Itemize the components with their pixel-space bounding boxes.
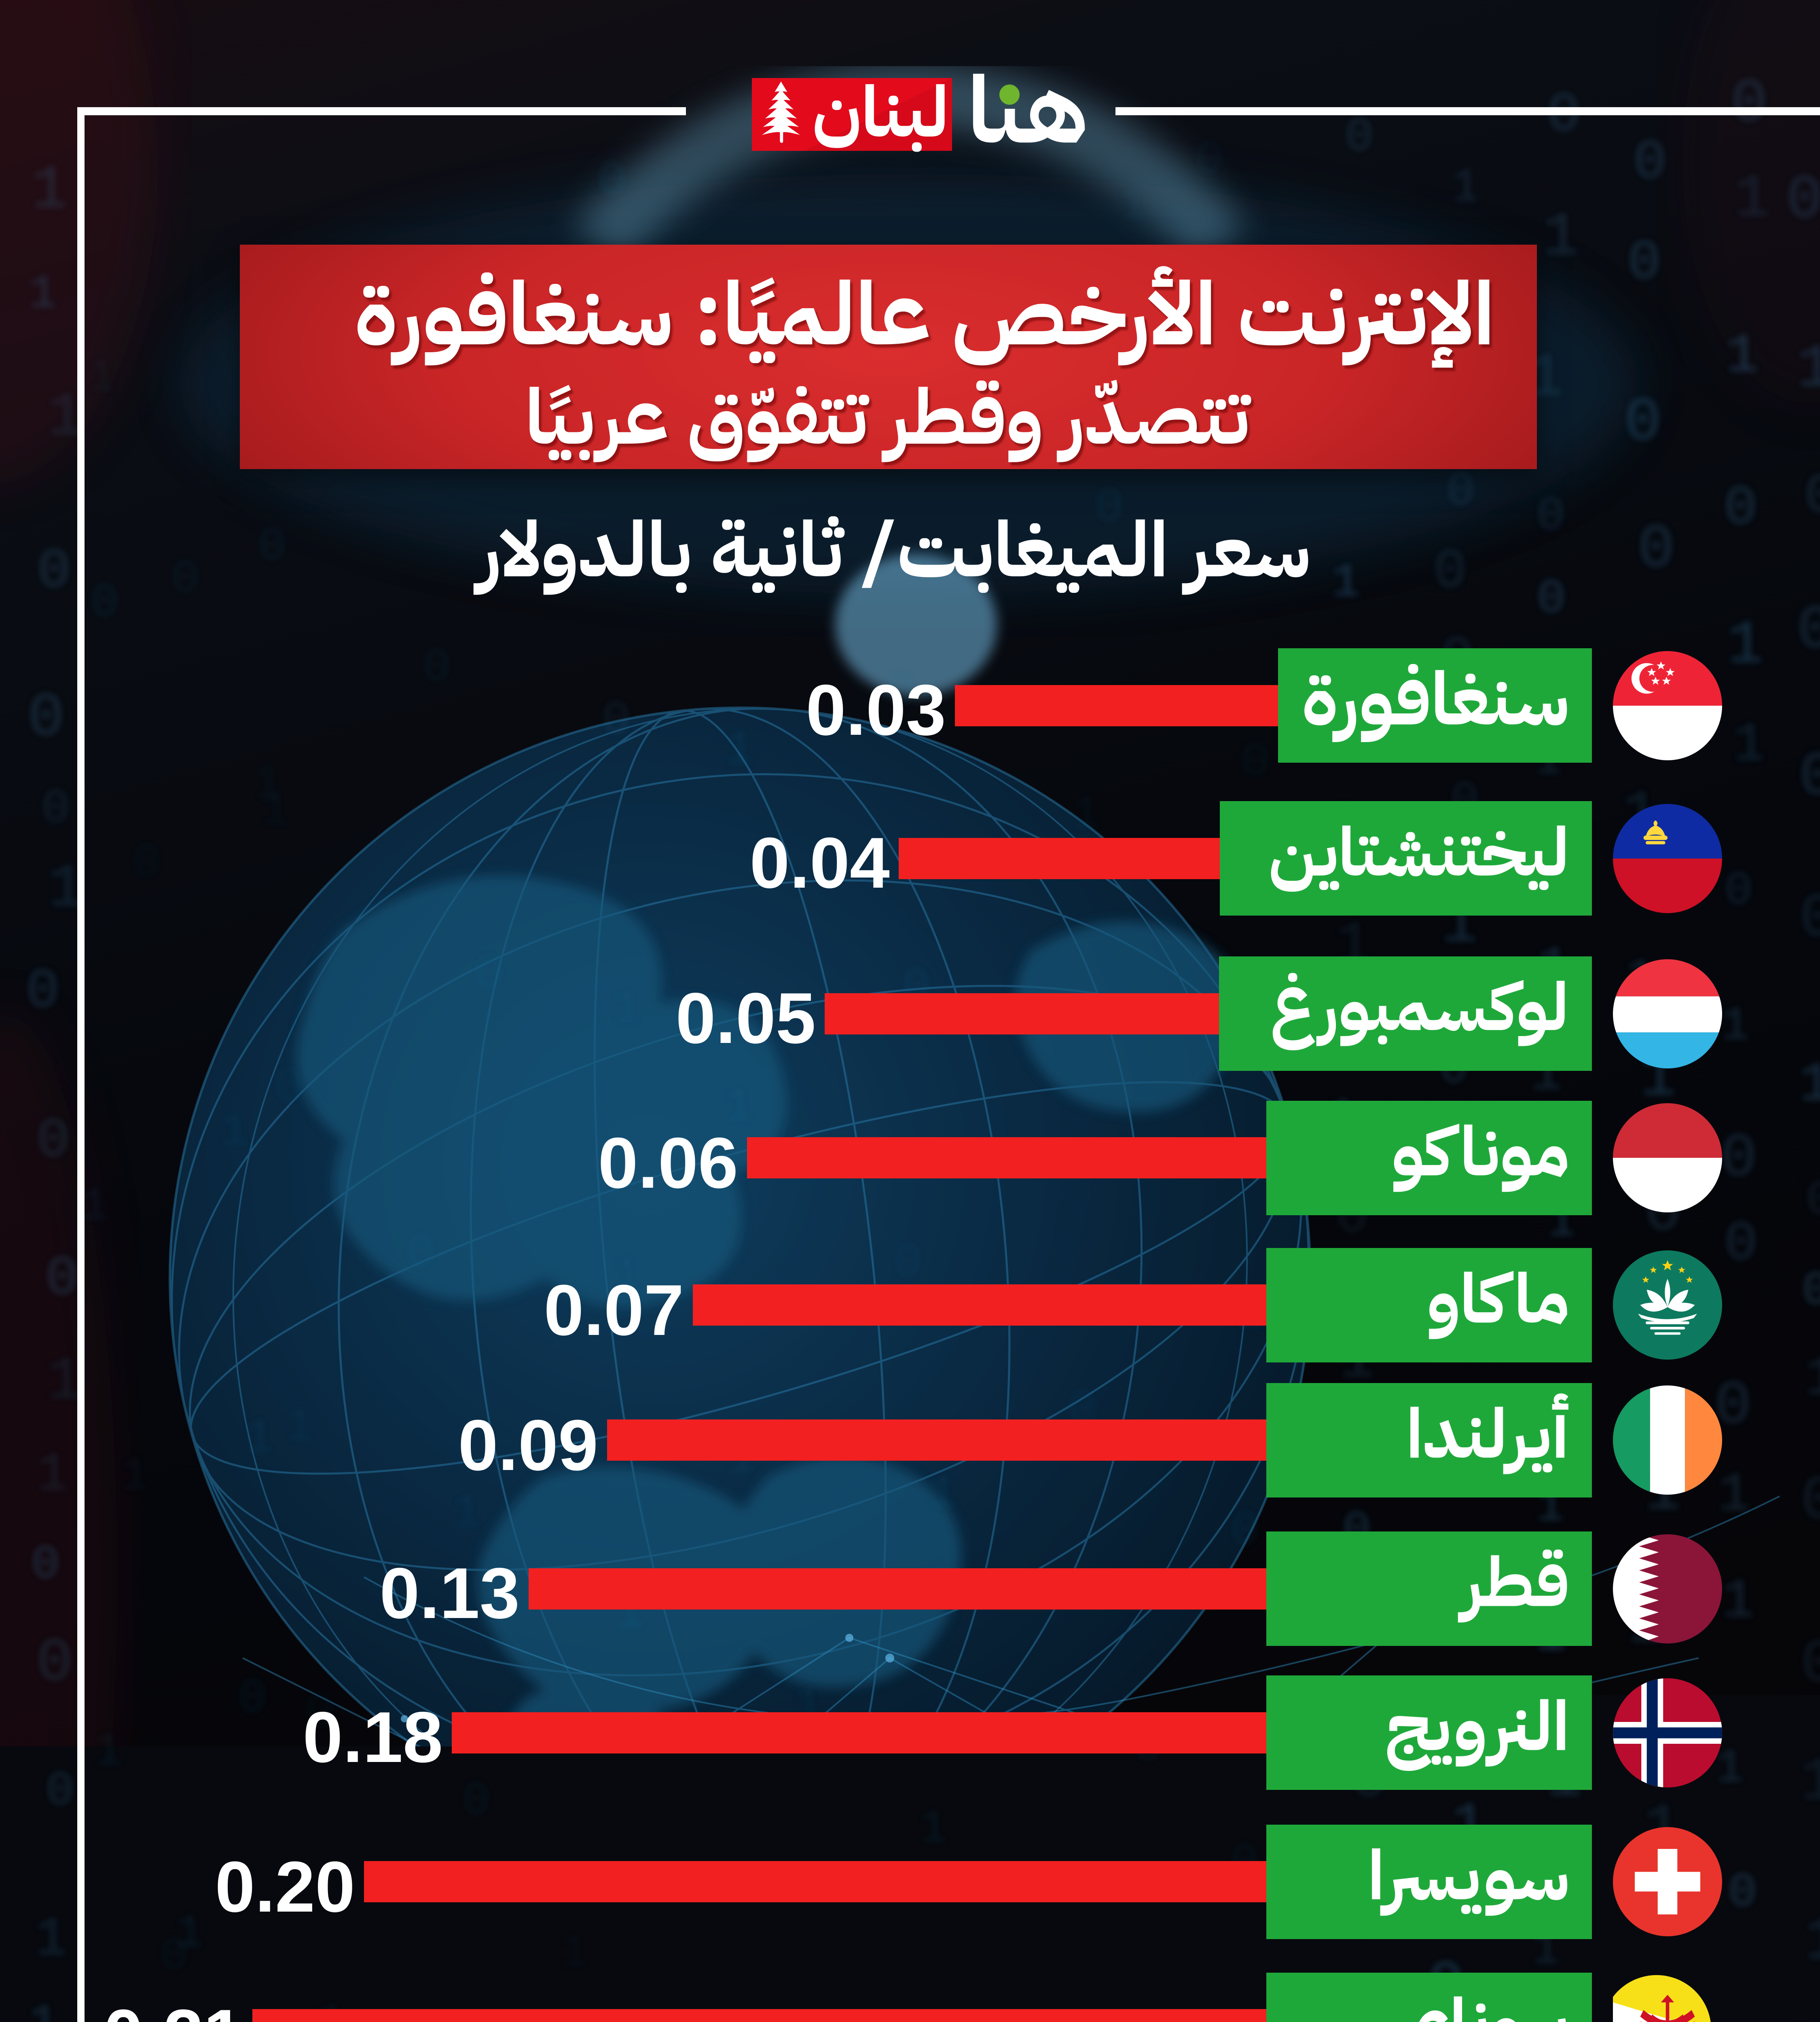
svg-text:0: 0: [239, 1672, 267, 1725]
svg-text:0: 0: [37, 1110, 70, 1172]
svg-text:1: 1: [1799, 1054, 1820, 1116]
svg-text:1: 1: [1721, 1000, 1749, 1053]
svg-text:0: 0: [1801, 1467, 1820, 1536]
svg-text:0: 0: [38, 541, 70, 603]
svg-text:0: 0: [598, 154, 626, 207]
svg-text:0: 0: [1801, 1631, 1820, 1699]
svg-text:0: 0: [258, 520, 286, 573]
svg-text:0: 0: [1231, 1505, 1259, 1558]
svg-text:0: 0: [1806, 1174, 1820, 1227]
svg-text:0: 0: [1721, 1125, 1757, 1193]
svg-text:1: 1: [1805, 1908, 1820, 1976]
svg-text:0: 0: [171, 553, 199, 606]
svg-text:1: 1: [1543, 203, 1579, 272]
svg-text:1: 1: [1718, 1464, 1750, 1526]
svg-text:1: 1: [1722, 1571, 1754, 1633]
svg-text:0: 0: [1805, 466, 1820, 528]
svg-text:1: 1: [121, 1450, 149, 1503]
svg-text:0: 0: [462, 1775, 490, 1828]
svg-text:1: 1: [1119, 180, 1147, 233]
svg-text:0: 0: [26, 961, 59, 1023]
svg-text:1: 1: [30, 1997, 57, 2022]
svg-text:0: 0: [28, 684, 64, 753]
svg-text:0: 0: [1547, 85, 1580, 146]
svg-text:1: 1: [94, 1725, 122, 1778]
svg-text:0: 0: [1800, 885, 1820, 954]
svg-text:0: 0: [1434, 541, 1467, 603]
svg-text:1: 1: [561, 1927, 588, 1980]
svg-text:1: 1: [1726, 326, 1759, 387]
svg-text:0: 0: [1731, 70, 1767, 139]
svg-text:0: 0: [1537, 490, 1565, 543]
svg-text:0: 0: [91, 577, 119, 630]
svg-text:1: 1: [929, 1468, 957, 1521]
svg-text:0: 0: [1802, 1265, 1820, 1318]
svg-text:0: 0: [894, 1237, 922, 1290]
svg-text:0: 0: [32, 1538, 59, 1591]
svg-text:1: 1: [176, 1907, 203, 1960]
svg-text:1: 1: [1072, 788, 1100, 841]
svg-text:0: 0: [1725, 1213, 1757, 1275]
svg-text:0: 0: [1724, 478, 1757, 539]
svg-text:1: 1: [36, 1444, 69, 1506]
svg-text:1: 1: [80, 1180, 108, 1233]
svg-text:0: 0: [275, 1061, 303, 1114]
svg-text:1: 1: [261, 785, 289, 838]
svg-text:1: 1: [220, 1106, 248, 1159]
svg-text:0: 0: [1729, 1866, 1757, 1919]
svg-text:1: 1: [919, 1802, 947, 1855]
svg-text:1: 1: [31, 157, 68, 225]
svg-text:0: 0: [42, 783, 70, 835]
svg-text:0: 0: [1786, 166, 1820, 235]
svg-text:0: 0: [1784, 2019, 1812, 2022]
svg-text:1: 1: [286, 1401, 313, 1454]
svg-text:0: 0: [1797, 596, 1820, 665]
svg-text:1: 1: [245, 1412, 273, 1465]
svg-text:0: 0: [1638, 516, 1674, 584]
svg-text:1: 1: [725, 723, 753, 776]
svg-text:1: 1: [1727, 611, 1763, 680]
svg-text:0: 0: [602, 694, 630, 747]
svg-text:0: 0: [1196, 134, 1223, 187]
svg-text:1: 1: [1797, 335, 1820, 404]
svg-text:0: 0: [133, 837, 161, 890]
svg-text:0: 0: [46, 1248, 78, 1310]
svg-text:0: 0: [1725, 865, 1752, 918]
svg-text:0: 0: [1634, 132, 1666, 194]
svg-text:0: 0: [1447, 465, 1475, 518]
svg-text:1: 1: [1452, 161, 1479, 214]
svg-text:0: 0: [36, 1629, 73, 1698]
svg-text:0: 0: [1625, 389, 1661, 457]
svg-text:1: 1: [1800, 1748, 1820, 1817]
svg-text:1: 1: [29, 268, 57, 321]
svg-text:0: 0: [1628, 232, 1661, 294]
svg-text:1: 1: [1733, 714, 1765, 776]
svg-text:1: 1: [1734, 165, 1770, 234]
svg-text:0: 0: [1345, 111, 1373, 164]
svg-text:0: 0: [46, 1765, 74, 1818]
svg-text:1: 1: [35, 1909, 68, 1971]
svg-text:0: 0: [1242, 736, 1270, 789]
svg-text:0: 0: [1537, 573, 1565, 626]
svg-text:1: 1: [88, 351, 116, 404]
svg-text:1: 1: [1805, 1348, 1820, 1410]
svg-text:1: 1: [1332, 556, 1360, 609]
svg-text:0: 0: [1799, 743, 1820, 812]
svg-text:1: 1: [453, 1487, 481, 1540]
svg-text:0: 0: [423, 641, 451, 694]
svg-text:0: 0: [475, 948, 503, 1001]
svg-text:1: 1: [612, 983, 640, 1036]
svg-text:0: 0: [406, 1228, 434, 1281]
